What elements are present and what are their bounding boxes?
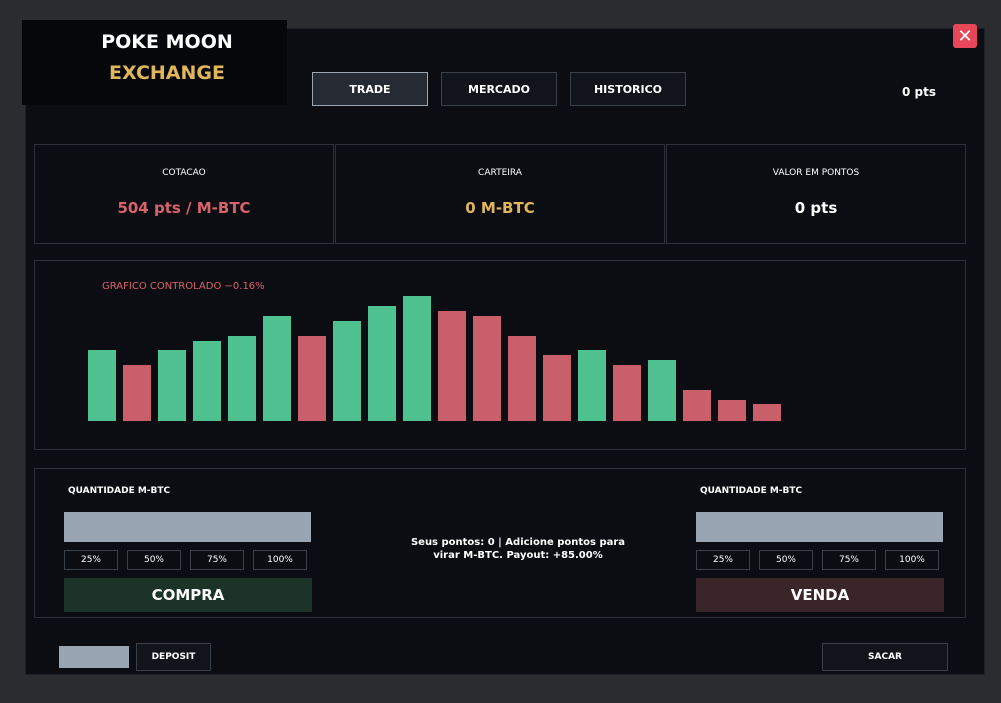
bar [333, 321, 361, 421]
stat-box [335, 144, 665, 244]
percent-button[interactable]: 50% [127, 550, 181, 570]
bar [263, 316, 291, 421]
points: 0 pts [902, 85, 936, 99]
bar [753, 404, 781, 421]
stat-value: 504 pts / M-BTC [117, 199, 251, 217]
bar [438, 311, 466, 421]
bar [508, 336, 536, 421]
percent-button[interactable]: 100% [253, 550, 307, 570]
logo-subtitle: EXCHANGE [109, 62, 225, 84]
stat-box [34, 144, 334, 244]
bar [368, 306, 396, 421]
bar [298, 336, 326, 421]
sell-button[interactable]: VENDA [696, 578, 944, 612]
bar [123, 365, 151, 421]
stat-label: VALOR EM PONTOS [772, 168, 860, 178]
chart-title: GRAFICO CONTROLADO −0.16% [102, 281, 265, 292]
tab[interactable]: MERCADO [441, 72, 557, 106]
percent-button[interactable]: 100% [885, 550, 939, 570]
percent-button[interactable]: 75% [190, 550, 244, 570]
quantity-input[interactable] [696, 512, 943, 542]
bar [718, 400, 746, 421]
bar [403, 296, 431, 421]
stat-value: 0 M-BTC [465, 199, 535, 217]
bar [88, 350, 116, 421]
buy-button[interactable]: COMPRA [64, 578, 312, 612]
bar [648, 360, 676, 421]
stat-value: 0 pts [794, 199, 838, 217]
bar [683, 390, 711, 421]
percent-button[interactable]: 25% [696, 550, 750, 570]
bar [228, 336, 256, 421]
withdraw-button[interactable]: SACAR [822, 643, 948, 671]
bar [578, 350, 606, 421]
tab[interactable]: TRADE [312, 72, 428, 106]
percent-button[interactable]: 50% [759, 550, 813, 570]
trade-info: Seus pontos: 0 | Adicione pontos para vi… [410, 537, 626, 561]
deposit-button[interactable]: DEPOSIT [136, 643, 211, 671]
logo-box [22, 20, 287, 105]
quantity-label: QUANTIDADE M-BTC [700, 486, 803, 496]
logo-title: POKE MOON [101, 31, 233, 53]
tab[interactable]: HISTORICO [570, 72, 686, 106]
bar [613, 365, 641, 421]
quantity-input[interactable] [64, 512, 311, 542]
deposit-input[interactable] [59, 646, 129, 668]
stat-label: COTACAO [162, 168, 206, 178]
bar [543, 355, 571, 421]
chart: GRAFICO CONTROLADO −0.16% [88, 281, 781, 421]
bar [158, 350, 186, 421]
quantity-label: QUANTIDADE M-BTC [68, 486, 171, 496]
bar [473, 316, 501, 421]
percent-button[interactable]: 25% [64, 550, 118, 570]
percent-button[interactable]: 75% [822, 550, 876, 570]
close-button[interactable]: ✕ [953, 24, 977, 48]
stat-label: CARTEIRA [478, 168, 522, 178]
bar [193, 341, 221, 421]
stat-box [666, 144, 966, 244]
